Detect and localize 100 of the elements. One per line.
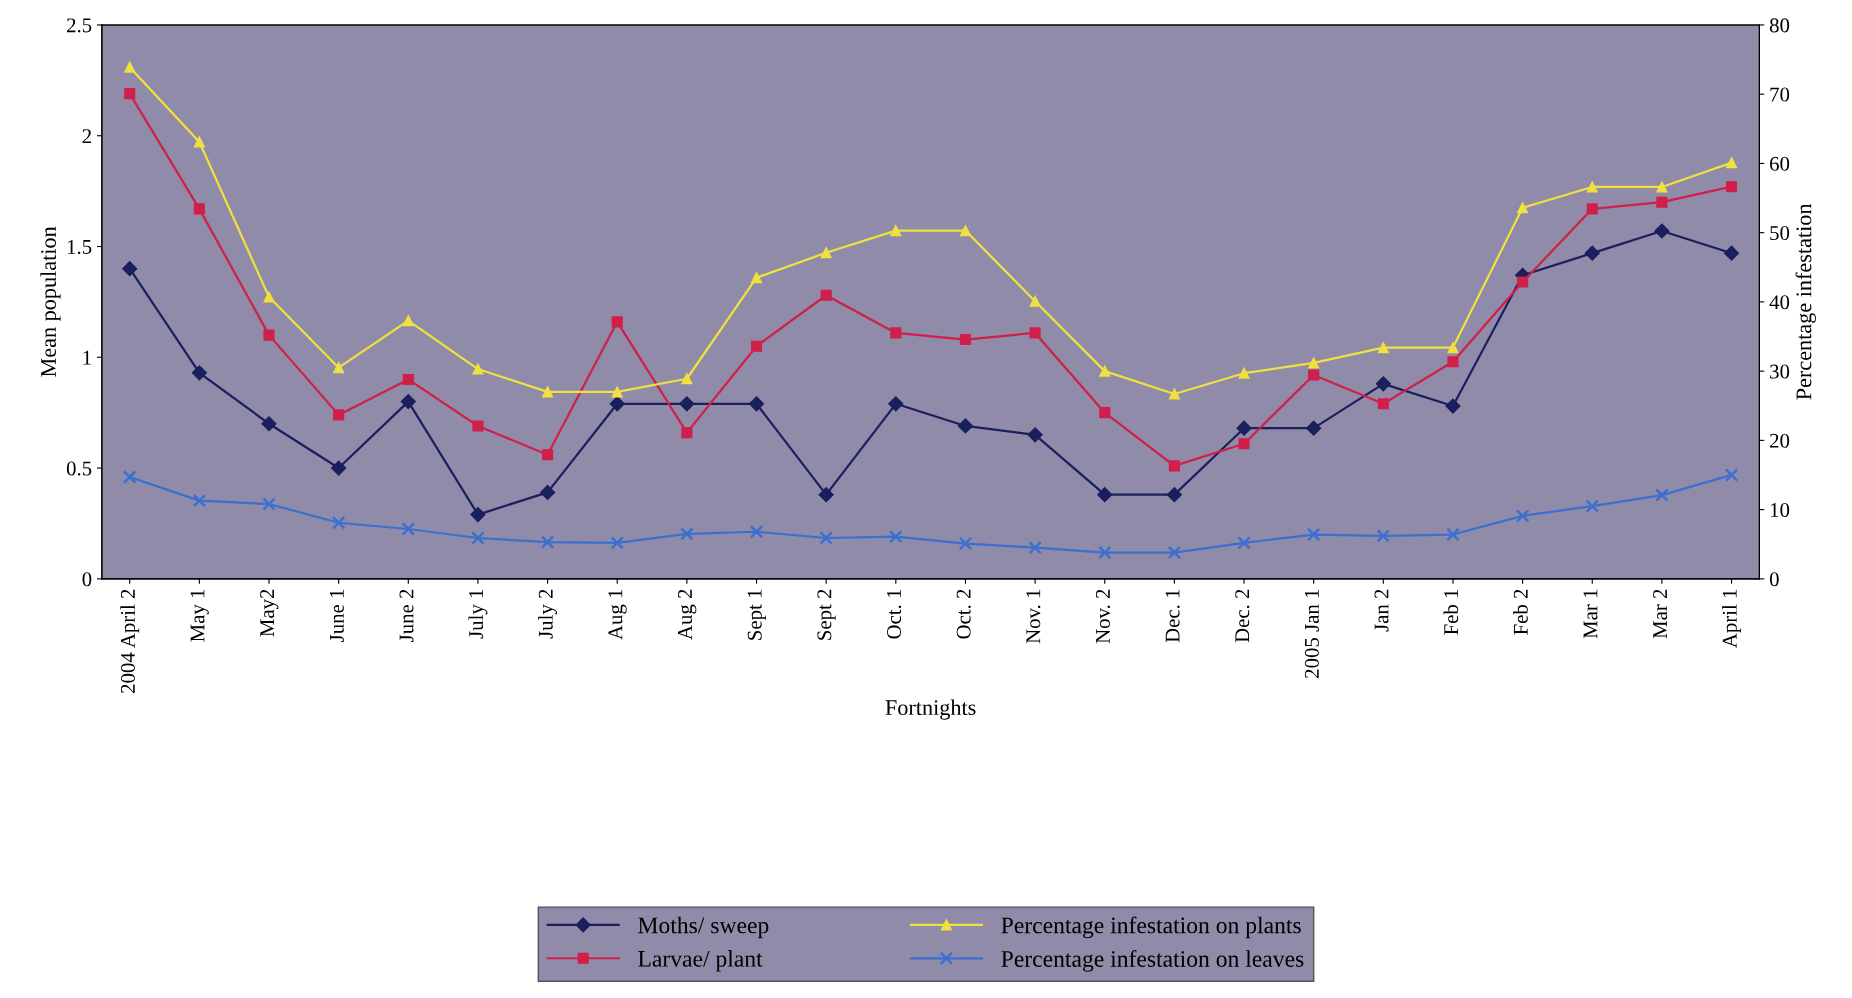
point (679, 396, 695, 412)
point (1724, 468, 1739, 482)
point (819, 531, 833, 545)
point (1029, 327, 1041, 339)
y-tick-label: 2.5 (67, 18, 92, 33)
point (681, 373, 693, 385)
x-tick-label: Oct. 1 (887, 589, 902, 639)
point (1447, 342, 1459, 354)
point (122, 261, 138, 277)
point (820, 247, 832, 259)
legend-label: Percentage infestation on plants (1001, 916, 1301, 939)
point (1586, 181, 1598, 193)
point (610, 536, 625, 550)
y2-axis-title: Percentage infestation (1795, 203, 1816, 400)
x-tick-label: Nov. 2 (1095, 589, 1111, 644)
x-tick-label: April 1 (1722, 589, 1741, 648)
point (333, 362, 345, 374)
point (1028, 540, 1042, 555)
x-tick-label: June 1 (329, 589, 344, 642)
x-tick-label: Feb 2 (1513, 589, 1528, 635)
point (1447, 356, 1459, 368)
legend-label: Larvae/ plant (638, 950, 763, 972)
point (540, 484, 556, 501)
x-tick-label: Sept 2 (817, 589, 836, 640)
point (542, 449, 554, 461)
point (262, 497, 276, 511)
point (124, 88, 136, 100)
x-tick-label: Nov. 1 (1026, 589, 1041, 644)
point (1238, 367, 1250, 379)
point (750, 272, 763, 284)
point (1446, 527, 1460, 542)
x-tick-label: May 1 (190, 589, 209, 642)
y-axis-title: Mean population (40, 226, 61, 377)
x-tick-label: July 2 (538, 589, 558, 639)
y2-tick-label: 70 (1770, 87, 1790, 102)
point (1097, 487, 1113, 503)
point (818, 487, 834, 503)
point (959, 334, 972, 346)
point (1168, 460, 1180, 472)
point (261, 416, 277, 432)
point (193, 203, 205, 215)
point (1515, 509, 1530, 523)
y-tick-label: 1.5 (67, 239, 92, 255)
point (471, 531, 485, 545)
point (193, 136, 205, 148)
point (542, 386, 554, 398)
x-tick-label: Feb 1 (1443, 589, 1459, 635)
point (1586, 203, 1598, 215)
point (540, 535, 555, 549)
point (192, 493, 207, 508)
y2-tick-label: 40 (1769, 295, 1790, 310)
x-tick-label: June 2 (399, 589, 414, 642)
point (1517, 202, 1529, 214)
point (400, 394, 416, 410)
x-tick-label: 2005 Jan 1 (1304, 589, 1319, 678)
point (1097, 545, 1112, 560)
x-tick-label: Dec. 2 (1235, 589, 1250, 643)
point (1376, 529, 1391, 543)
legend-label: Moths/ sweep (638, 916, 769, 939)
point (263, 329, 275, 341)
x-tick-label: Aug 1 (608, 589, 627, 640)
point (401, 522, 416, 536)
point (1168, 388, 1180, 400)
point (750, 340, 763, 352)
point (959, 225, 972, 237)
point (1375, 376, 1391, 392)
point (470, 507, 486, 523)
point (1725, 181, 1738, 193)
point (888, 396, 904, 412)
y-tick-label: 2 (82, 129, 91, 143)
point (1308, 369, 1320, 381)
point (122, 470, 137, 484)
point (1099, 365, 1111, 377)
point (1167, 545, 1182, 560)
x-tick-label: May2 (260, 589, 279, 637)
y2-tick-label: 20 (1770, 433, 1790, 448)
x-tick-label: Mar 1 (1583, 589, 1598, 639)
y2-tick-label: 60 (1770, 156, 1790, 171)
x-tick-label: Jan 2 (1374, 589, 1389, 632)
point (820, 289, 832, 301)
point (681, 427, 693, 439)
point (1655, 488, 1669, 502)
y2-tick-label: 10 (1770, 502, 1790, 518)
point (1377, 398, 1389, 410)
point (1584, 245, 1600, 261)
point (609, 396, 625, 412)
point (333, 409, 345, 421)
point (958, 536, 973, 551)
point (1166, 487, 1182, 503)
point (1238, 438, 1250, 450)
x-tick-label: Aug 2 (678, 589, 697, 640)
x-tick-label: Sept 1 (747, 589, 766, 640)
x-tick-label: July 1 (468, 589, 488, 639)
point (1656, 196, 1668, 208)
point (1725, 157, 1738, 169)
point (1306, 420, 1322, 436)
point (1517, 276, 1529, 288)
point (1656, 181, 1668, 193)
point (611, 316, 623, 328)
y2-tick-label: 50 (1770, 226, 1790, 241)
